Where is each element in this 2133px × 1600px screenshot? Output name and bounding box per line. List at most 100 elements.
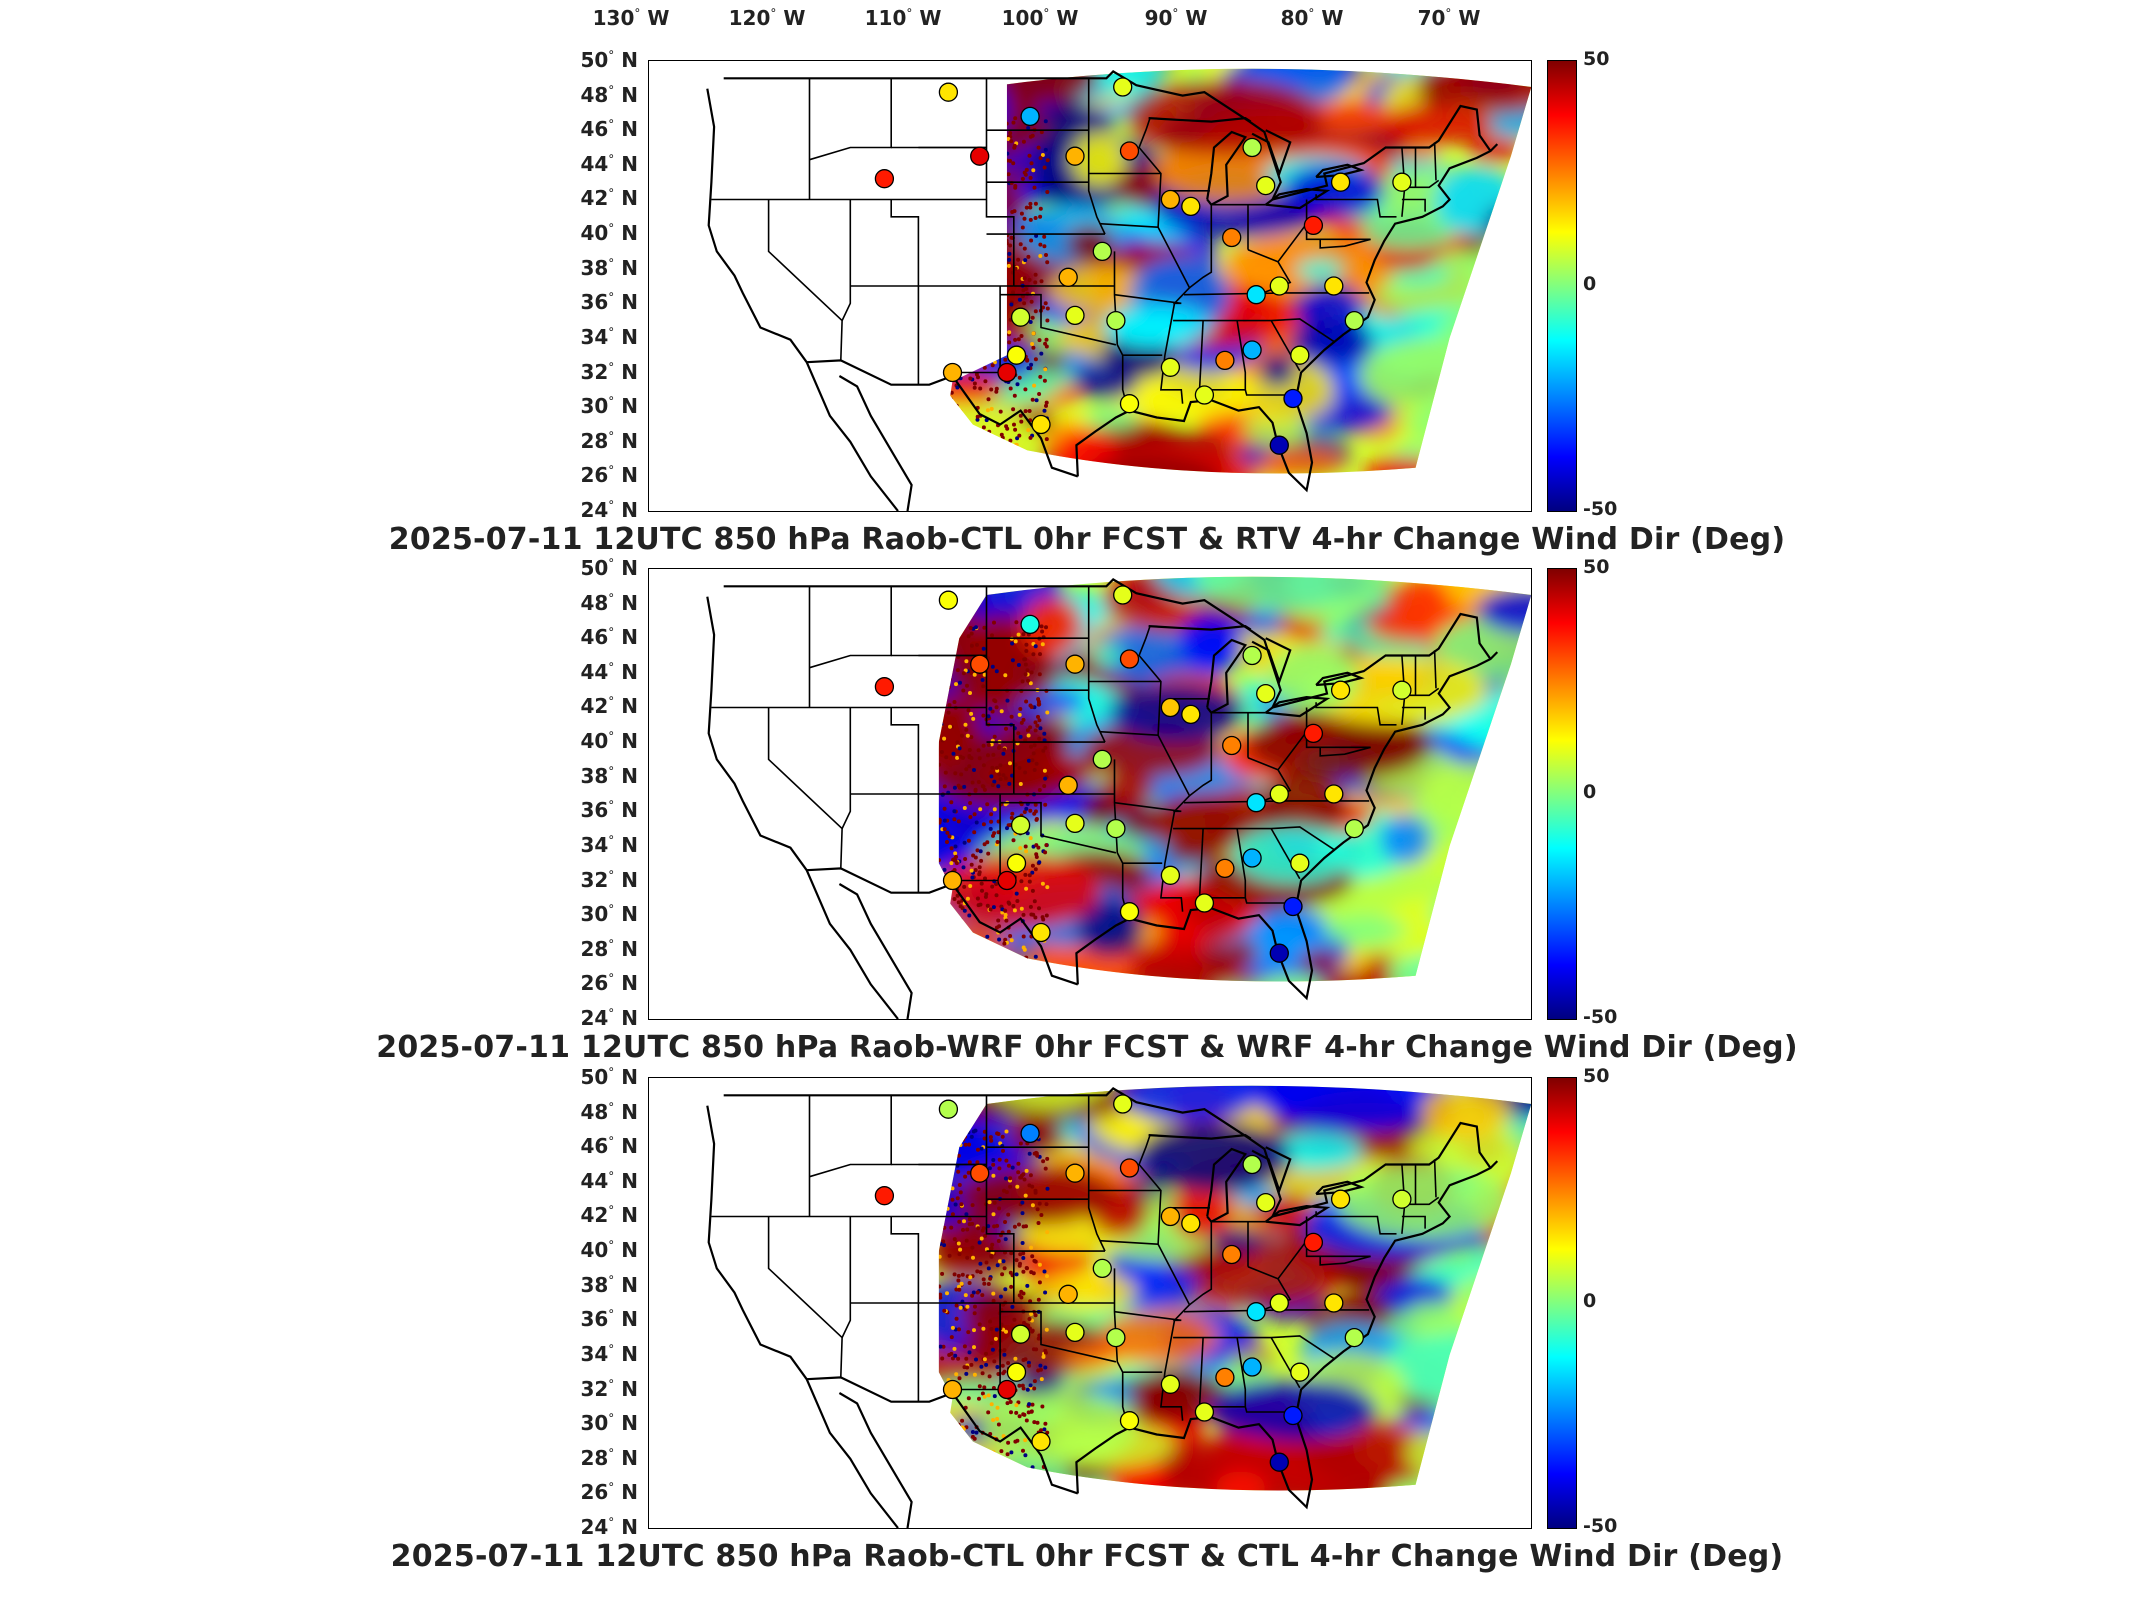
raob-station-marker <box>1119 1411 1140 1431</box>
raob-station-marker <box>1020 614 1040 635</box>
raob-station-marker <box>1242 340 1262 360</box>
raob-station-marker <box>1303 1232 1324 1253</box>
raob-station-marker <box>1242 645 1262 666</box>
state-borders <box>711 1095 1440 1428</box>
raob-station-marker <box>1324 276 1344 296</box>
raob-station-marker <box>1020 1123 1040 1144</box>
raob-station-marker <box>942 1379 963 1400</box>
raob-station-marker <box>1065 813 1085 834</box>
raob-station-marker <box>1330 680 1351 700</box>
raob-station-marker <box>1324 1293 1344 1313</box>
latitude-tick-label: 50° N <box>580 556 638 580</box>
latitude-tick-label: 38° N <box>580 1272 638 1297</box>
latitude-tick-label: 40° N <box>580 1238 638 1263</box>
raob-station-marker <box>1006 1362 1027 1382</box>
raob-station-marker <box>1160 697 1181 718</box>
raob-station-marker <box>1269 784 1289 804</box>
colorbar-tick-label: -50 <box>1583 1515 1618 1537</box>
latitude-tick-label: 36° N <box>580 290 638 315</box>
raob-station-marker <box>1160 189 1181 210</box>
latitude-tick-label: 50° N <box>580 1065 638 1089</box>
raob-station-marker <box>1020 106 1040 127</box>
raob-station-marker <box>1119 649 1140 669</box>
raob-station-marker <box>1242 1357 1262 1377</box>
raob-station-marker <box>1010 307 1031 327</box>
latitude-tick-label: 42° N <box>580 186 638 211</box>
raob-station-marker <box>1010 1324 1031 1344</box>
colorbar-tick-label: 50 <box>1583 1065 1610 1087</box>
latitude-tick-label: 36° N <box>580 1307 638 1332</box>
colorbar-tick-label: 0 <box>1583 781 1597 803</box>
colorbar <box>1547 60 1577 512</box>
panel-title: 2025-07-11 12UTC 850 hPa Raob-CTL 0hr FC… <box>390 1539 1784 1574</box>
raob-station-marker <box>1330 1189 1351 1209</box>
latitude-tick-label: 36° N <box>580 798 638 823</box>
raob-station-marker <box>1290 1362 1310 1382</box>
latitude-tick-label: 24° N <box>580 1006 638 1030</box>
raob-station-marker <box>1269 276 1289 296</box>
raob-station-marker <box>1242 1154 1262 1175</box>
no-data-region <box>649 61 1007 511</box>
latitude-tick-label: 32° N <box>580 359 638 384</box>
latitude-tick-label: 46° N <box>580 1134 638 1159</box>
raob-station-marker <box>1344 818 1364 839</box>
raob-station-marker <box>997 362 1017 383</box>
raob-station-marker <box>1344 310 1364 331</box>
raob-station-marker <box>1283 896 1303 917</box>
raob-station-marker <box>1106 1327 1126 1348</box>
latitude-tick-label: 24° N <box>580 1515 638 1539</box>
raob-station-marker <box>1113 585 1133 605</box>
latitude-tick-label: 42° N <box>580 694 638 719</box>
raob-station-marker <box>1160 357 1181 377</box>
latitude-tick-label: 26° N <box>580 971 638 996</box>
panel-title: 2025-07-11 12UTC 850 hPa Raob-WRF 0hr FC… <box>376 1030 1798 1065</box>
raob-station-marker <box>1256 175 1276 196</box>
raob-station-marker <box>1065 1163 1085 1183</box>
colorbar-tick-label: 50 <box>1583 48 1610 70</box>
raob-station-marker <box>1242 137 1262 158</box>
latitude-tick-label: 26° N <box>580 1480 638 1505</box>
raob-station-marker <box>1006 345 1027 365</box>
latitude-tick-label: 46° N <box>580 117 638 142</box>
raob-station-marker <box>1256 1192 1276 1213</box>
longitude-tick-label: 130° W <box>592 6 670 30</box>
latitude-tick-label: 28° N <box>580 1445 638 1470</box>
raob-station-marker <box>1065 146 1085 166</box>
raob-station-marker <box>1006 853 1027 873</box>
longitude-tick-label: 100° W <box>1001 6 1079 30</box>
latitude-tick-label: 30° N <box>580 394 638 419</box>
raob-station-marker <box>1010 815 1031 835</box>
raob-station-marker <box>1303 723 1324 744</box>
latitude-tick-label: 44° N <box>580 659 638 684</box>
raob-station-marker <box>1113 1094 1133 1114</box>
raob-station-marker <box>1181 1213 1201 1234</box>
raob-station-marker <box>970 146 990 166</box>
raob-station-marker <box>1290 853 1310 873</box>
latitude-tick-label: 30° N <box>580 902 638 927</box>
raob-station-marker <box>1031 414 1051 435</box>
latitude-tick-label: 44° N <box>580 1168 638 1193</box>
raob-station-marker <box>1065 654 1085 674</box>
colorbar-tick-label: 50 <box>1583 556 1610 578</box>
latitude-tick-label: 30° N <box>580 1411 638 1436</box>
raob-station-marker <box>938 1099 959 1119</box>
raob-station-marker <box>942 870 963 891</box>
raob-station-marker <box>1092 749 1112 770</box>
raob-station-marker <box>1269 435 1289 455</box>
map-plot-area <box>648 1077 1532 1529</box>
latitude-tick-label: 38° N <box>580 255 638 280</box>
raob-station-marker <box>1269 943 1289 963</box>
raob-station-marker <box>1269 1452 1289 1472</box>
latitude-tick-label: 28° N <box>580 936 638 961</box>
colorbar-tick-label: -50 <box>1583 498 1618 520</box>
raob-station-marker <box>1181 704 1201 725</box>
latitude-tick-label: 40° N <box>580 221 638 246</box>
longitude-tick-label: 90° W <box>1144 6 1208 30</box>
raob-station-marker <box>1283 388 1303 409</box>
longitude-tick-label: 70° W <box>1417 6 1481 30</box>
raob-station-marker <box>1256 683 1276 704</box>
latitude-tick-label: 34° N <box>580 324 638 349</box>
raob-station-marker <box>1058 775 1078 795</box>
raob-station-marker <box>1119 902 1140 922</box>
latitude-tick-label: 40° N <box>580 729 638 754</box>
